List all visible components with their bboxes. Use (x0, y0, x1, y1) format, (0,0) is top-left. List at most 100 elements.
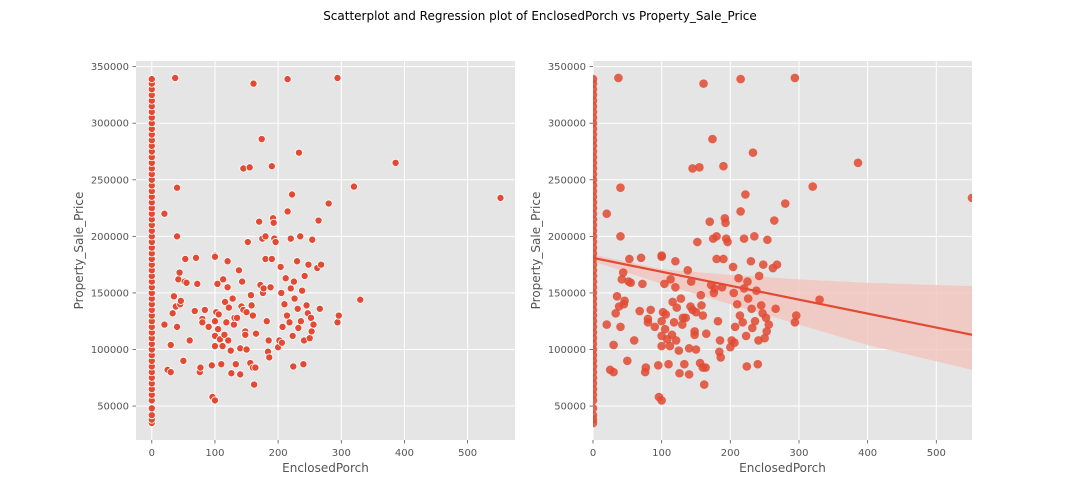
data-point (286, 234, 295, 243)
data-point (173, 183, 182, 192)
data-point (293, 257, 302, 266)
data-point (285, 318, 294, 327)
data-point (496, 193, 505, 202)
x-axis-label: EnclosedPorch (282, 461, 369, 475)
data-point (192, 253, 201, 262)
data-point (233, 313, 242, 322)
data-point (617, 275, 627, 284)
data-point (790, 318, 800, 327)
data-point (307, 327, 316, 336)
data-point (282, 311, 291, 320)
data-point (746, 256, 756, 266)
data-point (721, 218, 730, 228)
data-point (242, 308, 251, 317)
x-tick-label: 300 (789, 448, 808, 459)
data-point (269, 218, 278, 227)
data-point (625, 254, 634, 264)
x-tick-label: 500 (458, 448, 477, 459)
data-point (288, 190, 297, 199)
data-point (171, 73, 180, 82)
data-point (728, 262, 738, 272)
data-point (753, 359, 763, 369)
data-point (750, 232, 759, 241)
data-point (653, 361, 663, 370)
data-point (763, 235, 772, 245)
data-point (671, 282, 680, 292)
data-point (169, 292, 178, 301)
y-tick-label: 150000 (548, 288, 586, 299)
data-point (265, 353, 274, 362)
data-point (735, 311, 745, 320)
data-point (196, 363, 205, 372)
data-point (616, 183, 625, 193)
data-point (231, 360, 240, 369)
data-point (593, 74, 598, 84)
data-point (738, 318, 747, 327)
data-point (264, 336, 273, 345)
data-point (614, 73, 623, 83)
data-point (666, 275, 675, 284)
data-point (243, 238, 252, 247)
data-point (207, 361, 216, 370)
data-point (229, 320, 238, 329)
data-point (769, 216, 779, 225)
data-point (719, 254, 728, 264)
data-point (175, 268, 184, 277)
data-point (808, 182, 818, 191)
data-point (646, 305, 655, 315)
data-point (772, 260, 782, 269)
data-point (224, 303, 233, 312)
data-point (636, 253, 646, 263)
data-point (218, 342, 227, 351)
data-point (699, 79, 708, 88)
data-point (699, 380, 709, 389)
data-point (701, 329, 711, 338)
data-point (629, 336, 639, 345)
data-point (698, 311, 708, 320)
data-point (705, 217, 715, 226)
data-point (185, 336, 194, 345)
y-tick-label: 300000 (91, 119, 129, 130)
x-tick-label: 300 (332, 448, 351, 459)
data-point (234, 266, 243, 275)
data-point (220, 330, 229, 339)
data-point (756, 301, 766, 310)
data-point (168, 309, 177, 318)
data-point (602, 320, 612, 329)
data-point (616, 322, 625, 332)
data-point (236, 370, 245, 379)
data-point (306, 313, 315, 322)
data-point (246, 291, 255, 300)
data-point (747, 323, 757, 333)
data-point (690, 330, 699, 340)
data-point (173, 322, 182, 331)
data-point (261, 232, 270, 241)
data-point (257, 135, 266, 144)
data-point (684, 370, 694, 379)
data-point (214, 310, 223, 319)
data-point (173, 232, 182, 241)
data-point (255, 217, 264, 226)
data-point (391, 158, 400, 167)
data-point (286, 284, 295, 293)
data-point (602, 209, 612, 219)
data-point (665, 341, 675, 351)
data-point (691, 345, 701, 354)
data-point (739, 234, 749, 243)
plot-background (593, 61, 972, 440)
data-point (664, 359, 673, 369)
data-point (223, 257, 232, 266)
data-point (277, 288, 286, 297)
data-point (743, 294, 753, 303)
data-point (147, 411, 156, 420)
data-point (247, 301, 256, 310)
y-tick-label: 50000 (97, 402, 129, 413)
data-point (181, 254, 190, 263)
data-point (281, 274, 290, 283)
x-axis-label: EnclosedPorch (739, 461, 826, 475)
y-tick-label: 200000 (91, 232, 129, 243)
x-tick-label: 500 (927, 448, 946, 459)
data-point (691, 307, 701, 317)
data-point (967, 193, 972, 203)
